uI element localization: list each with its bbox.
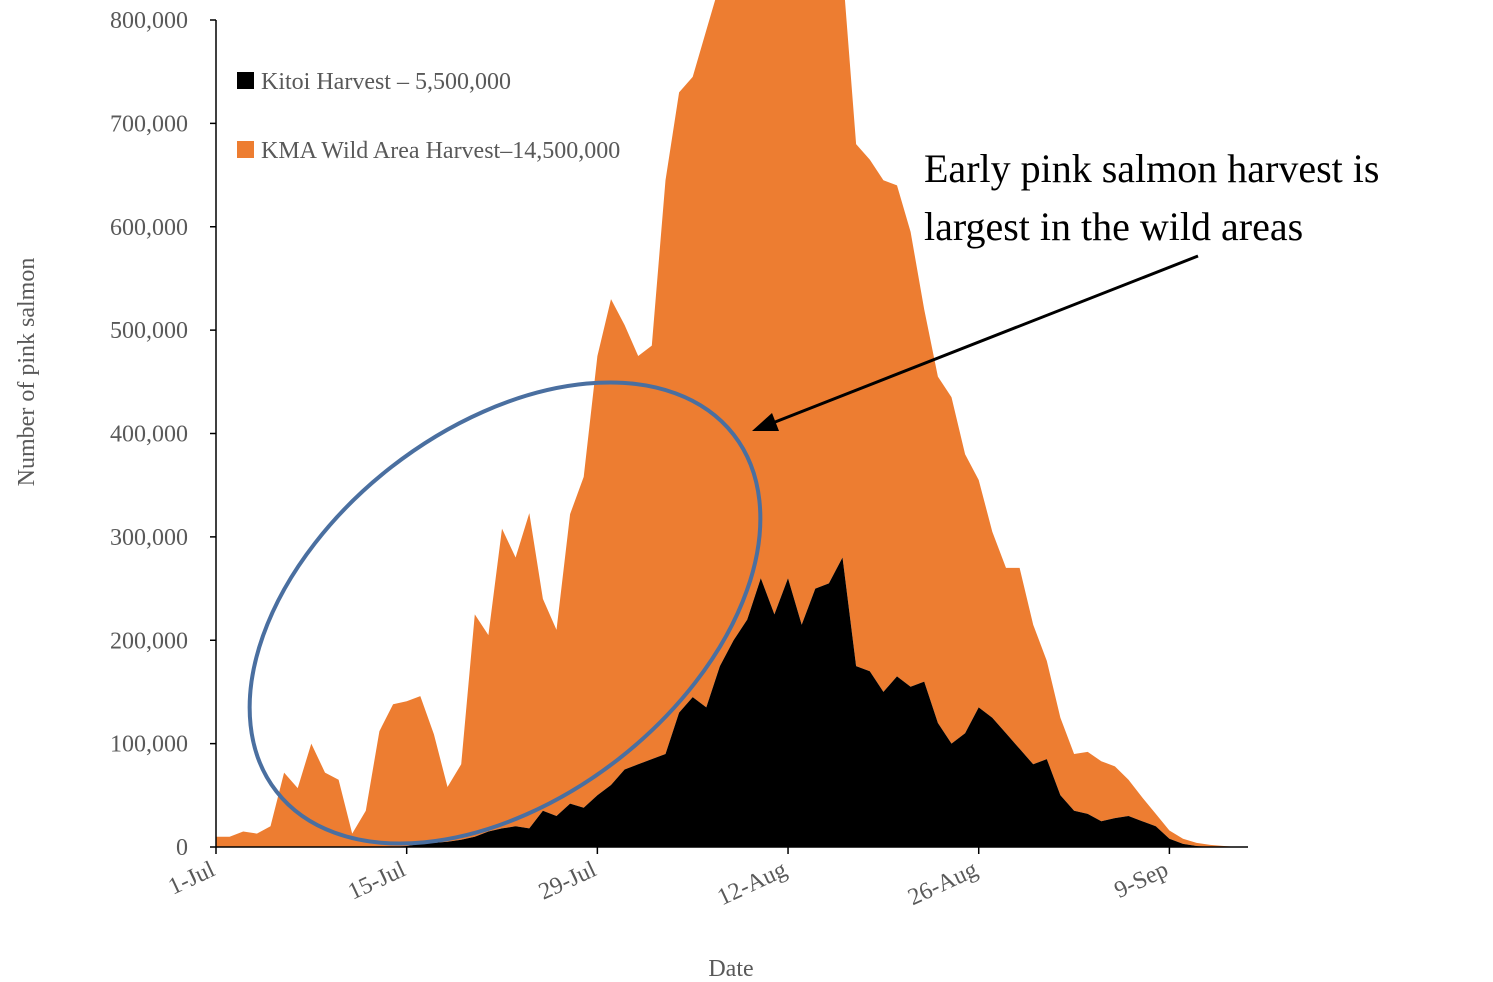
annotation-arrow-head bbox=[752, 413, 779, 431]
y-tick-label: 700,000 bbox=[110, 111, 188, 137]
y-tick-label: 200,000 bbox=[110, 628, 188, 654]
area-series-group bbox=[216, 0, 1252, 847]
x-tick-label: 26-Aug bbox=[904, 857, 981, 912]
legend-swatch-kma-wild bbox=[237, 141, 254, 158]
x-tick-label: 12-Aug bbox=[714, 857, 791, 912]
y-tick-label: 0 bbox=[176, 835, 188, 861]
y-tick-label: 300,000 bbox=[110, 525, 188, 551]
area-kma-wild-harvest bbox=[216, 0, 1252, 847]
legend-label-kitoi: Kitoi Harvest – 5,500,000 bbox=[261, 69, 511, 95]
y-tick-label: 100,000 bbox=[110, 732, 188, 758]
x-tick-label: 1-Jul bbox=[164, 856, 219, 900]
y-axis-title: Number of pink salmon bbox=[14, 258, 40, 487]
legend: Kitoi Harvest – 5,500,000 KMA Wild Area … bbox=[237, 69, 620, 164]
x-tick-label: 29-Jul bbox=[535, 856, 601, 905]
y-ticks-group: 0 100,000 200,000 300,000 400,000 500,000 600,… bbox=[110, 8, 216, 861]
x-ticks-group: 1-Jul 15-Jul 29-Jul 12-Aug 26-Aug 9-Sep bbox=[164, 847, 1172, 911]
y-tick-label: 400,000 bbox=[110, 422, 188, 448]
y-tick-label: 500,000 bbox=[110, 318, 188, 344]
x-tick-label: 15-Jul bbox=[344, 856, 410, 905]
y-tick-label: 600,000 bbox=[110, 215, 188, 241]
highlight-ellipse bbox=[247, 380, 763, 846]
annotation-arrow-line bbox=[769, 254, 1199, 426]
area-kitoi-harvest bbox=[216, 557, 1252, 847]
x-tick-label: 9-Sep bbox=[1111, 857, 1173, 904]
legend-label-kma-wild: KMA Wild Area Harvest–14,500,000 bbox=[261, 138, 620, 164]
annotation-text-line-1: Early pink salmon harvest is bbox=[924, 146, 1379, 191]
y-tick-label: 800,000 bbox=[110, 8, 188, 34]
x-axis-title: Date bbox=[708, 956, 753, 982]
annotation-text-line-2: largest in the wild areas bbox=[924, 204, 1303, 249]
legend-swatch-kitoi bbox=[237, 72, 254, 89]
annotation: Early pink salmon harvest is largest in … bbox=[752, 146, 1379, 431]
